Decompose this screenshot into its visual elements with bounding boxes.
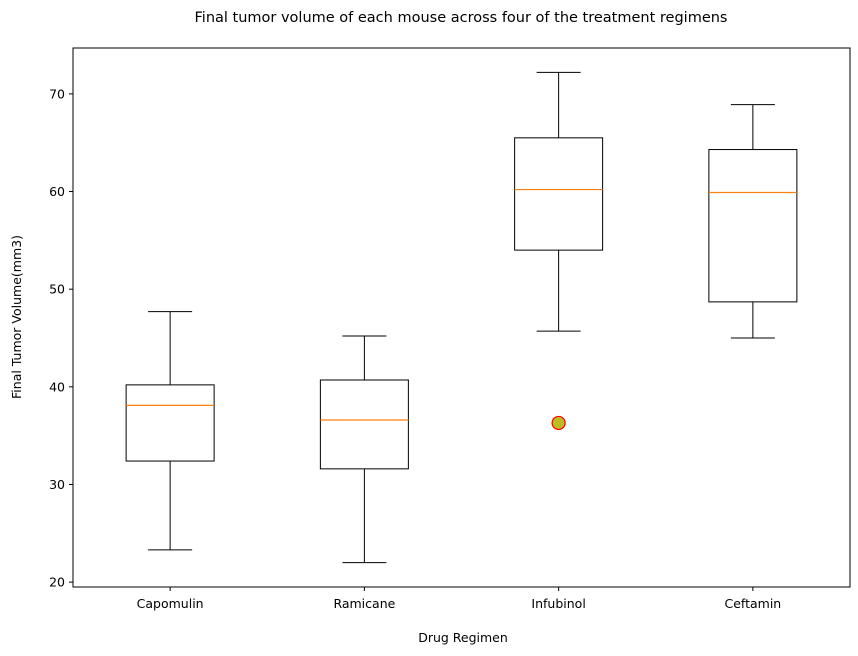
x-tick-label: Ceftamin — [725, 596, 782, 611]
iqr-box — [708, 149, 798, 303]
iqr-box — [514, 137, 604, 251]
x-tick-label: Capomulin — [137, 596, 204, 611]
plot-area — [72, 47, 851, 588]
y-tick-label: 70 — [49, 86, 65, 101]
y-tick-label: 50 — [49, 282, 65, 297]
box-ceftamin — [708, 104, 798, 339]
plot-frame — [72, 47, 851, 588]
y-tick-label: 40 — [49, 379, 65, 394]
y-axis-label: Final Tumor Volume(mm3) — [9, 235, 24, 399]
x-axis-ticks: Capomulin Ramicane Infubinol Ceftamin — [137, 587, 782, 611]
iqr-box — [319, 379, 409, 470]
x-axis-label: Drug Regimen — [418, 630, 508, 645]
box-capomulin — [125, 311, 215, 551]
outlier-point — [551, 415, 566, 431]
y-tick-label: 30 — [49, 477, 65, 492]
y-tick-label: 20 — [49, 575, 65, 590]
box-ramicane — [319, 335, 409, 564]
y-tick-label: 60 — [49, 184, 65, 199]
y-axis-ticks: 20 30 40 50 60 70 — [49, 86, 73, 590]
box-infubinol — [514, 71, 604, 431]
x-tick-label: Infubinol — [531, 596, 585, 611]
chart-title: Final tumor volume of each mouse across … — [195, 10, 728, 26]
x-tick-label: Ramicane — [333, 596, 395, 611]
iqr-box — [125, 384, 215, 462]
